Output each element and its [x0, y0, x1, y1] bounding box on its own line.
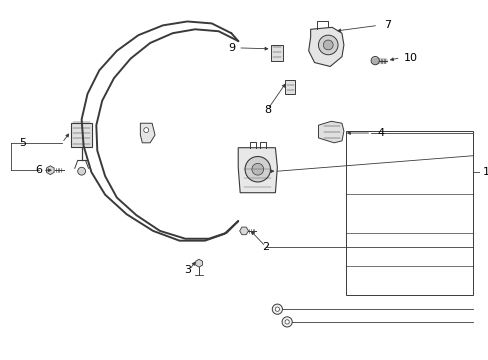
- Text: 6: 6: [35, 165, 42, 175]
- Text: 7: 7: [384, 21, 391, 30]
- Text: 2: 2: [262, 242, 268, 252]
- Text: 3: 3: [183, 265, 190, 275]
- Polygon shape: [239, 227, 248, 235]
- Polygon shape: [318, 121, 343, 143]
- Polygon shape: [195, 259, 202, 267]
- Circle shape: [275, 307, 279, 311]
- Circle shape: [244, 157, 270, 182]
- Bar: [345, 131, 472, 296]
- Polygon shape: [238, 148, 277, 193]
- Circle shape: [318, 35, 337, 55]
- Bar: [71, 123, 92, 147]
- Text: 1: 1: [482, 167, 488, 177]
- Circle shape: [370, 57, 379, 65]
- Text: 10: 10: [403, 53, 417, 63]
- Circle shape: [323, 40, 332, 50]
- Text: 9: 9: [227, 43, 234, 53]
- Circle shape: [282, 317, 292, 327]
- Text: 4: 4: [377, 128, 384, 138]
- Bar: [284, 80, 295, 94]
- Bar: [271, 45, 283, 60]
- Text: 5: 5: [20, 138, 26, 148]
- Polygon shape: [308, 27, 343, 67]
- Circle shape: [143, 128, 148, 132]
- Circle shape: [251, 163, 263, 175]
- Circle shape: [78, 167, 85, 175]
- Circle shape: [285, 320, 289, 324]
- Circle shape: [272, 304, 282, 314]
- Polygon shape: [140, 123, 155, 143]
- Polygon shape: [46, 166, 54, 175]
- Text: 8: 8: [264, 104, 270, 114]
